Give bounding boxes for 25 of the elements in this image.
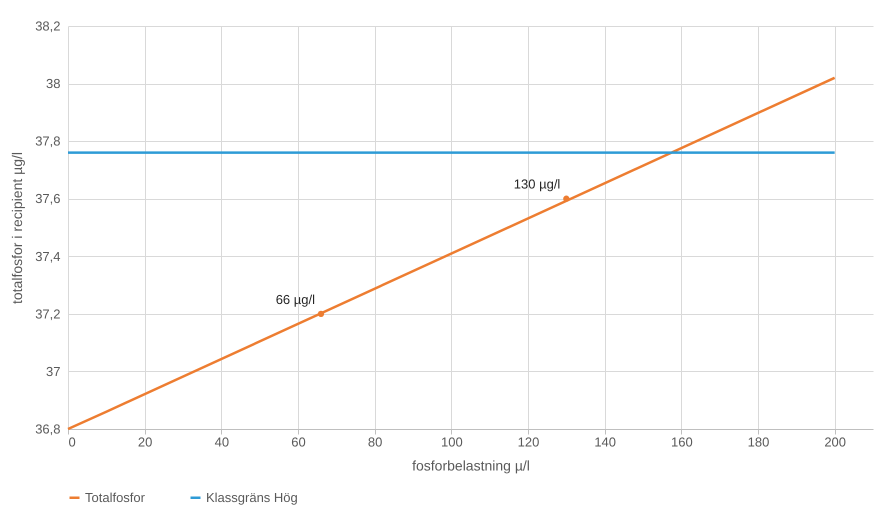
x-tick-label: 160	[670, 434, 693, 450]
y-tick-label: 37,2	[35, 306, 60, 322]
x-tick-label: 80	[368, 434, 382, 450]
x-tick-label: 100	[440, 434, 463, 450]
x-tick-label: 0	[68, 434, 76, 450]
y-tick-label: 38	[46, 76, 60, 92]
x-tick-label: 20	[138, 434, 152, 450]
x-axis-title: fosforbelastning µ/l	[412, 458, 530, 474]
x-tick-label: 40	[214, 434, 230, 450]
annotation: 130 µg/l	[514, 176, 560, 192]
y-tick-label: 37,8	[35, 134, 60, 149]
annotation: 66 µg/l	[276, 292, 316, 307]
legend-label: Klassgräns Hög	[206, 490, 298, 505]
y-tick-label: 37,4	[35, 248, 60, 264]
y-tick-label: 36,8	[35, 422, 60, 436]
y-tick-label: 37,6	[35, 191, 60, 206]
x-tick-label: 180	[748, 434, 770, 450]
x-tick-label: 140	[594, 434, 616, 450]
y-tick-label: 38,2	[35, 18, 60, 34]
y-tick-label: 37	[46, 364, 60, 379]
y-axis-title: totalfosfor i recipient µg/l	[9, 152, 26, 304]
x-tick-label: 120	[518, 434, 540, 450]
x-tick-label: 60	[291, 434, 306, 450]
x-tick-label: 200	[824, 434, 846, 450]
legend-label: Totalfosfor	[85, 490, 146, 505]
